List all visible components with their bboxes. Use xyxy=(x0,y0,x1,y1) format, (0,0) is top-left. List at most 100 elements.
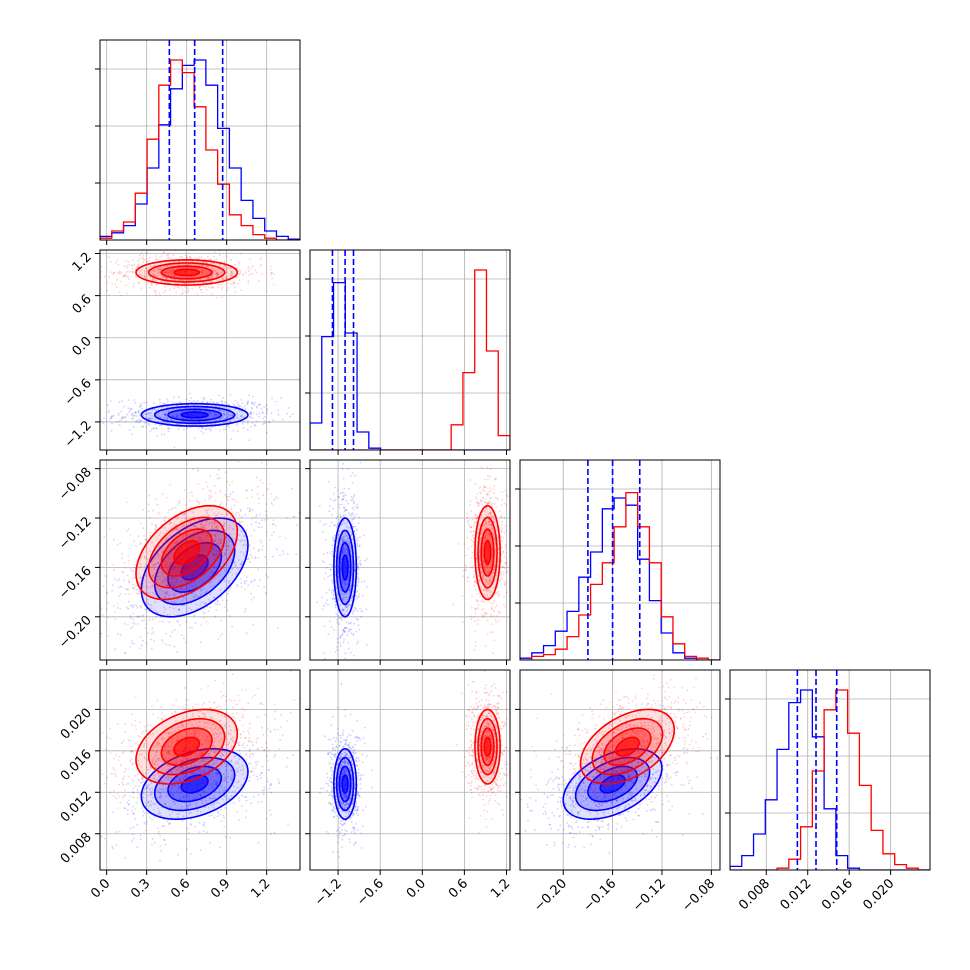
scatter-point xyxy=(263,789,266,791)
scatter-point xyxy=(343,598,345,601)
scatter-point xyxy=(163,520,166,522)
density-contour xyxy=(474,504,502,601)
scatter-point xyxy=(262,494,265,497)
scatter-point xyxy=(478,504,480,507)
scatter-point xyxy=(353,622,355,625)
scatter-point xyxy=(230,271,233,274)
scatter-point xyxy=(347,578,349,581)
scatter-point xyxy=(114,618,116,620)
scatter-point xyxy=(118,420,120,423)
scatter-point xyxy=(148,805,150,807)
scatter-point xyxy=(130,827,132,830)
scatter-point xyxy=(160,406,163,409)
panel-0-0 xyxy=(95,39,301,241)
scatter-point xyxy=(138,590,141,593)
scatter-point xyxy=(210,784,213,787)
scatter-point xyxy=(108,410,110,412)
scatter-point xyxy=(119,607,122,610)
scatter-point xyxy=(155,555,158,558)
scatter-point xyxy=(211,785,214,788)
scatter-point xyxy=(198,286,201,289)
scatter-point xyxy=(354,562,356,565)
scatter-point xyxy=(241,539,244,541)
scatter-point xyxy=(183,524,186,527)
scatter-point xyxy=(162,271,165,274)
scatter-point xyxy=(170,537,173,539)
scatter-point xyxy=(227,499,230,501)
scatter-point xyxy=(226,544,229,547)
scatter-point xyxy=(358,568,360,571)
scatter-point xyxy=(163,433,166,436)
scatter-point xyxy=(178,532,181,535)
scatter-point xyxy=(202,770,205,773)
scatter-point xyxy=(146,787,149,790)
scatter-point xyxy=(341,498,344,500)
scatter-point xyxy=(249,762,252,765)
scatter-point xyxy=(240,415,243,418)
scatter-point xyxy=(154,274,157,277)
scatter-point xyxy=(185,533,188,536)
scatter-point xyxy=(127,278,130,280)
scatter-point xyxy=(169,484,171,486)
scatter-point xyxy=(501,528,504,530)
scatter-point xyxy=(183,776,186,778)
scatter-point xyxy=(490,602,492,605)
scatter-point xyxy=(257,585,259,587)
scatter-point xyxy=(91,404,93,406)
scatter-point xyxy=(217,540,220,543)
scatter-point xyxy=(106,602,109,604)
scatter-point xyxy=(119,542,121,545)
scatter-point xyxy=(178,286,181,289)
scatter-point xyxy=(218,547,221,550)
scatter-point xyxy=(186,564,189,567)
scatter-point xyxy=(339,514,342,516)
scatter-point xyxy=(495,604,498,607)
scatter-point xyxy=(230,283,232,285)
scatter-point xyxy=(184,597,187,600)
scatter-point xyxy=(183,757,185,759)
scatter-point xyxy=(339,642,342,645)
scatter-point xyxy=(238,273,241,276)
scatter-point xyxy=(341,551,344,554)
scatter-point xyxy=(203,821,206,824)
scatter-point xyxy=(168,269,171,271)
scatter-point xyxy=(164,539,167,542)
scatter-point xyxy=(200,593,203,596)
scatter-point xyxy=(163,265,165,268)
scatter-point xyxy=(216,553,219,555)
scatter-point xyxy=(201,264,204,267)
scatter-point xyxy=(349,651,352,654)
scatter-point xyxy=(222,278,225,280)
scatter-point xyxy=(502,550,505,553)
scatter-point xyxy=(262,793,265,795)
scatter-point xyxy=(222,416,224,418)
scatter-point xyxy=(190,772,193,775)
scatter-point xyxy=(171,272,173,275)
scatter-point xyxy=(239,539,241,542)
scatter-point xyxy=(134,818,137,820)
scatter-point xyxy=(158,810,161,812)
scatter-point xyxy=(239,508,242,511)
scatter-point xyxy=(363,534,366,537)
scatter-point xyxy=(236,585,239,588)
scatter-point xyxy=(183,513,186,515)
scatter-point xyxy=(137,623,139,625)
scatter-point xyxy=(219,588,222,591)
scatter-point xyxy=(208,788,210,790)
scatter-point xyxy=(496,591,498,594)
scatter-point xyxy=(210,423,213,425)
scatter-point xyxy=(135,592,138,595)
scatter-point xyxy=(147,418,150,420)
scatter-point xyxy=(261,765,264,768)
scatter-point xyxy=(204,561,207,564)
scatter-point xyxy=(231,498,234,501)
scatter-point xyxy=(218,476,221,479)
scatter-point xyxy=(103,536,106,538)
scatter-point xyxy=(479,538,482,540)
scatter-point xyxy=(351,538,353,540)
scatter-point xyxy=(350,632,353,635)
scatter-point xyxy=(325,592,328,594)
scatter-point xyxy=(333,539,336,542)
scatter-point xyxy=(504,543,507,546)
scatter-point xyxy=(67,269,69,271)
